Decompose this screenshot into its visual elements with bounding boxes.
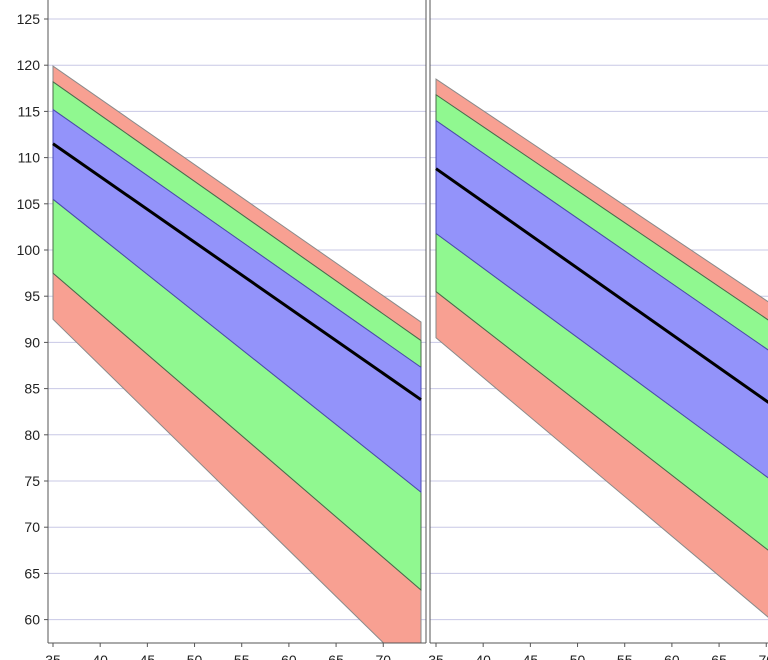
x-tick-label: 40: [92, 652, 108, 660]
middle-band-lower: [435, 232, 768, 551]
y-tick-label: 70: [24, 519, 40, 535]
x-tick-label: 55: [234, 652, 250, 660]
y-tick-label: 120: [17, 57, 41, 73]
chart-panel-left: 60 65 70 75 80 85 90 95 100 105 110 115 120 125 35 40 45…: [17, 0, 427, 660]
inner-band: [435, 119, 768, 479]
x-tick-label: 50: [187, 652, 203, 660]
x-tick-label: 70: [375, 652, 391, 660]
center-line: [52, 142, 422, 401]
y-tick-label: 95: [24, 288, 40, 304]
inner-band: [52, 108, 422, 494]
y-tick-label: 105: [17, 196, 41, 212]
axes: 35 40 45 50 55 60 65 70: [428, 0, 768, 660]
x-tick-label: 65: [711, 652, 727, 660]
x-tick-label: 45: [523, 652, 539, 660]
y-tick-label: 125: [17, 11, 41, 27]
x-tick-label: 45: [140, 652, 156, 660]
x-tick-label: 50: [570, 652, 586, 660]
y-tick-label: 100: [17, 242, 41, 258]
y-tick-label: 110: [18, 150, 41, 166]
y-tick-label: 65: [24, 565, 40, 581]
x-tick-label: 35: [45, 652, 61, 660]
x-tick-label: 55: [617, 652, 633, 660]
y-tick-label: 60: [24, 612, 40, 628]
y-tick-label: 75: [24, 473, 40, 489]
x-tick-label: 60: [281, 652, 297, 660]
axes: 60 65 70 75 80 85 90 95 100 105 110 115 120 125 35 40 45…: [17, 0, 427, 660]
y-tick-label: 85: [24, 381, 40, 397]
y-tick-label: 80: [24, 427, 40, 443]
chart-panel-right: 35 40 45 50 55 60 65 70: [428, 0, 768, 660]
y-tick-label: 90: [24, 334, 40, 350]
plot-area: [435, 78, 768, 618]
y-tick-label: 115: [18, 103, 41, 119]
center-line: [435, 167, 768, 404]
x-tick-label: 35: [428, 652, 444, 660]
plot-area: [52, 65, 422, 643]
outer-band-lower: [435, 290, 768, 618]
x-tick-label: 40: [475, 652, 491, 660]
x-tick-label: 65: [328, 652, 344, 660]
x-tick-label: 60: [664, 652, 680, 660]
x-tick-label: 70: [758, 652, 768, 660]
